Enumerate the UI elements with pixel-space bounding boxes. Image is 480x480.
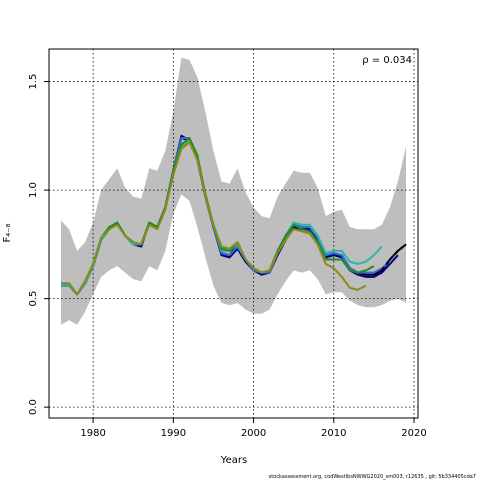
x-tick-label: 2010 bbox=[321, 428, 346, 439]
x-tick-label: 1990 bbox=[161, 428, 186, 439]
forecast-line bbox=[381, 243, 407, 271]
series-line-6 bbox=[61, 141, 367, 296]
grid-layer bbox=[49, 49, 418, 418]
y-tick-label: 1.5 bbox=[28, 74, 39, 90]
series-layer bbox=[61, 134, 407, 296]
plot-frame bbox=[48, 48, 419, 419]
confidence-band-layer bbox=[61, 57, 406, 325]
y-tick-label: 0.0 bbox=[28, 399, 39, 415]
x-tick-label: 2020 bbox=[401, 428, 426, 439]
x-tick-label: 2000 bbox=[241, 428, 266, 439]
x-tick-label: 1980 bbox=[80, 428, 105, 439]
confidence-band bbox=[61, 57, 406, 325]
y-axis: 0.0 0.5 1.0 1.5 bbox=[28, 74, 49, 415]
y-tick-label: 1.0 bbox=[28, 182, 39, 198]
x-axis-label: Years bbox=[220, 455, 247, 466]
y-axis-label: F₄₋₈ bbox=[2, 223, 13, 242]
rho-annotation: ρ = 0.034 bbox=[362, 55, 412, 66]
y-tick-label: 0.5 bbox=[28, 291, 39, 307]
footer-credit: stockassessment.org, codWestIbsNWWG2020_… bbox=[269, 474, 476, 480]
x-axis: 1980 1990 2000 2010 2020 bbox=[80, 418, 427, 439]
